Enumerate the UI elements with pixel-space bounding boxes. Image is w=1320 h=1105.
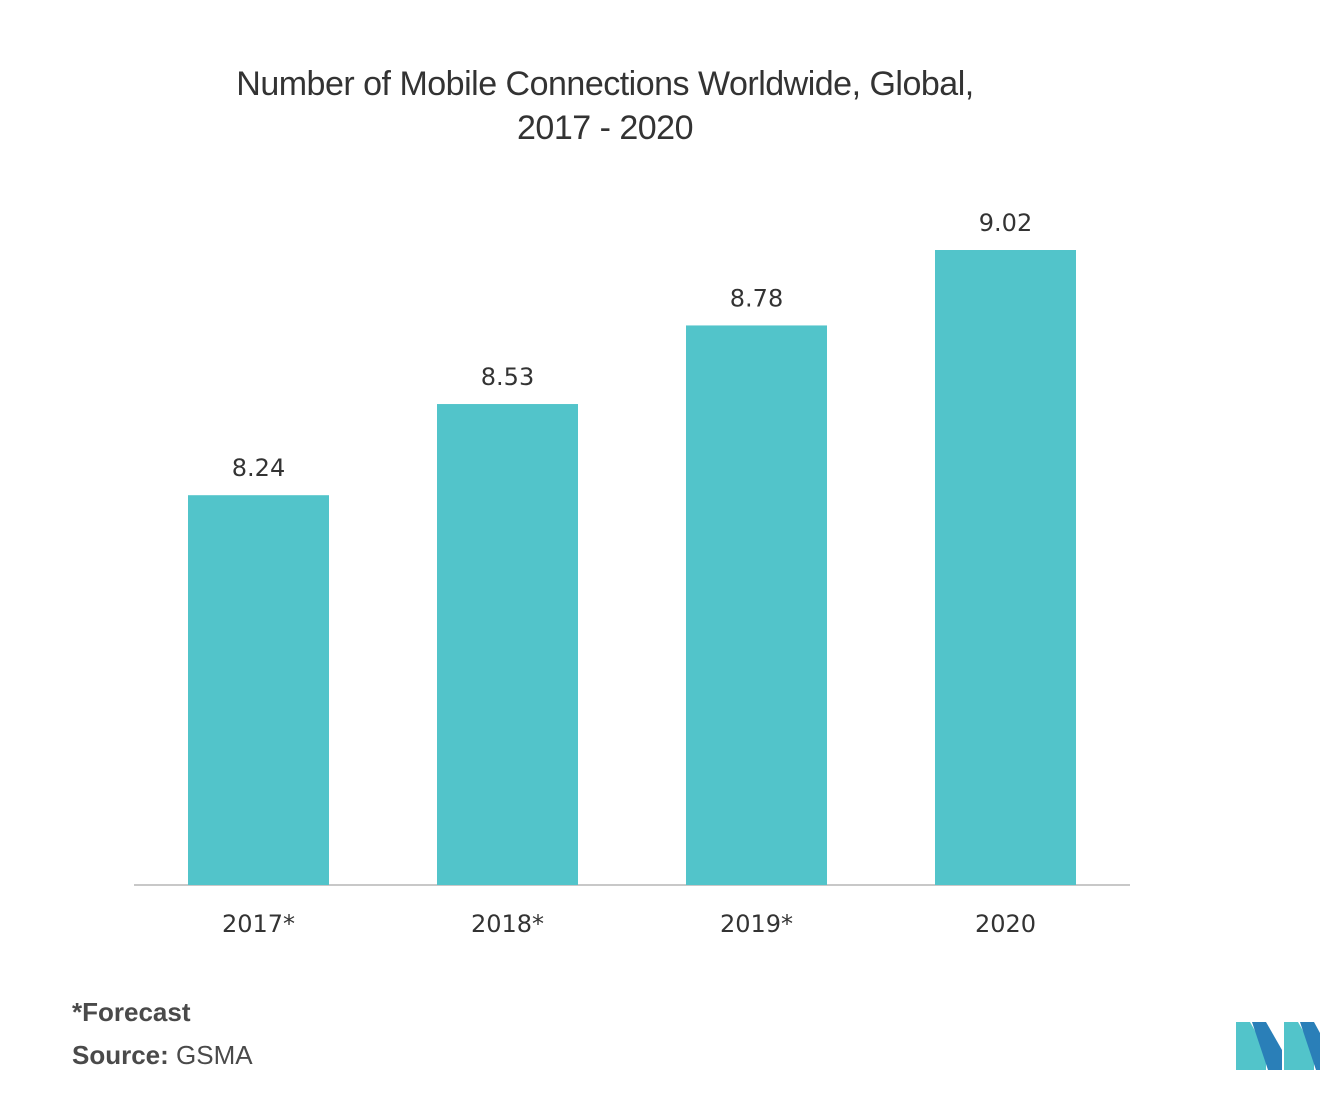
forecast-footnote: *Forecast — [72, 997, 191, 1027]
bar-2017 — [188, 495, 329, 885]
value-label-2017: 8.24 — [232, 454, 285, 482]
source-value: GSMA — [168, 1040, 253, 1070]
bars-group — [188, 250, 1076, 885]
x-tick-label-2020: 2020 — [975, 910, 1036, 938]
chart-title-line-2: 2017 - 2020 — [517, 109, 694, 147]
mordor-intelligence-logo-icon — [1236, 1022, 1320, 1070]
bar-2020 — [935, 250, 1076, 885]
value-label-2020: 9.02 — [979, 209, 1032, 237]
source-note: Source: GSMA — [72, 1040, 253, 1071]
x-tick-label-2017: 2017* — [222, 910, 295, 938]
chart-title-line-1: Number of Mobile Connections Worldwide, … — [236, 65, 974, 103]
value-label-2019: 8.78 — [730, 284, 783, 312]
chart-title: Number of Mobile Connections Worldwide, … — [0, 62, 1210, 150]
source-label: Source: — [72, 1040, 169, 1070]
bar-2019 — [686, 325, 827, 885]
labels-group: 8.24 2017* 8.53 2018* 8.78 2019* 9.02 2020 — [222, 209, 1036, 938]
bar-chart: 8.24 2017* 8.53 2018* 8.78 2019* 9.02 2020 — [134, 209, 1130, 938]
bar-2018 — [437, 404, 578, 885]
x-tick-label-2018: 2018* — [471, 910, 544, 938]
x-tick-label-2019: 2019* — [720, 910, 793, 938]
value-label-2018: 8.53 — [481, 363, 534, 391]
